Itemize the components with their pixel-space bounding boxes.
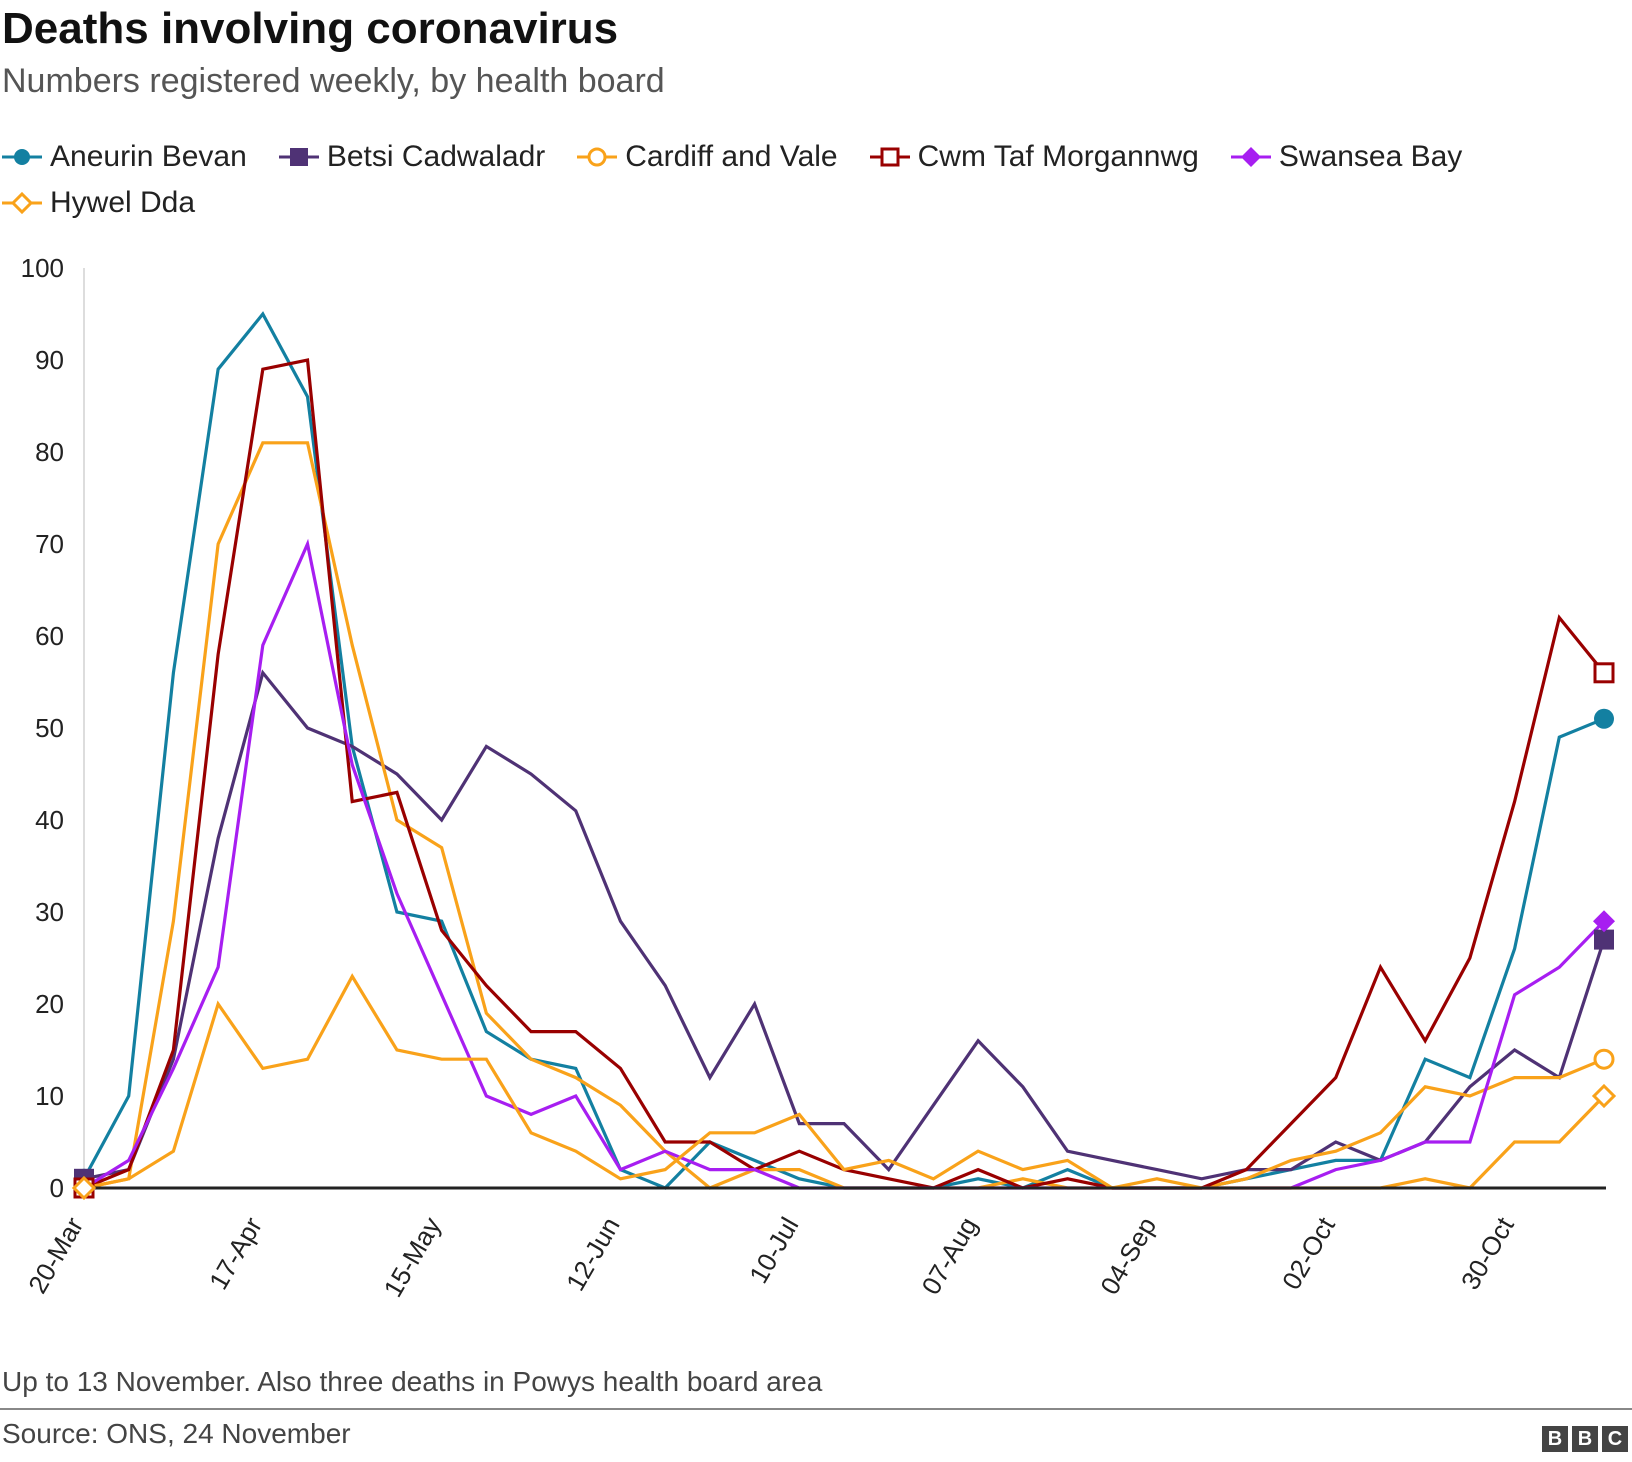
chart-subtitle: Numbers registered weekly, by health boa… (2, 62, 665, 100)
y-tick-label: 100 (21, 253, 64, 283)
point-marker (1593, 910, 1615, 933)
legend-marker-diamond-filled-icon (1230, 147, 1271, 167)
y-tick-label: 40 (35, 805, 64, 835)
point-marker (1594, 708, 1614, 729)
chart-note: Up to 13 November. Also three deaths in … (2, 1366, 823, 1397)
chart-source: Source: ONS, 24 November (2, 1418, 351, 1449)
x-tick-label: 04-Sep (1094, 1212, 1162, 1300)
y-tick-label: 70 (35, 529, 64, 559)
x-tick-label: 30-Oct (1455, 1211, 1520, 1294)
series-line-swansea-bay (83, 538, 1606, 1190)
x-tick-label: 12-Jun (560, 1212, 626, 1296)
y-tick-label: 20 (35, 989, 64, 1019)
series-line-betsi-cadwaladr (83, 669, 1606, 1181)
legend-marker-diamond-open-icon (2, 191, 42, 215)
point-marker (1594, 929, 1614, 950)
legend-row-1: Aneurin Bevan Betsi Cadwaladr Cardiff an… (2, 134, 1622, 180)
legend-item-betsi-cadwaladr[interactable]: Betsi Cadwaladr (278, 140, 546, 174)
y-tick-label: 10 (35, 1081, 64, 1111)
legend-marker-circle-filled-icon (2, 149, 42, 165)
bbc-logo-letter: C (1602, 1426, 1628, 1452)
series-line-aneurin-bevan (82, 311, 1605, 1190)
legend-marker-circle-open-icon (577, 147, 618, 167)
y-tick-label: 80 (35, 437, 64, 467)
legend-item-cardiff-and-vale[interactable]: Cardiff and Vale (577, 140, 838, 174)
y-tick-label: 0 (50, 1173, 64, 1203)
legend-label: Aneurin Bevan (50, 140, 247, 173)
legend-label: Cardiff and Vale (625, 140, 838, 173)
point-marker (1591, 1083, 1617, 1109)
legend: Aneurin Bevan Betsi Cadwaladr Cardiff an… (2, 134, 1622, 226)
x-tick-label: 02-Oct (1276, 1211, 1341, 1294)
legend-marker-square-open-icon (869, 147, 910, 167)
series-line-hywel-dda (83, 973, 1606, 1190)
series-line-cardiff-and-vale (83, 441, 1605, 1190)
footer-divider (0, 1408, 1632, 1410)
point-marker (1593, 1048, 1615, 1070)
x-tick-label: 10-Jul (743, 1212, 804, 1288)
y-tick-label: 60 (35, 621, 64, 651)
bbc-logo-letter: B (1542, 1426, 1568, 1452)
legend-item-hywel-dda[interactable]: Hywel Dda (2, 186, 195, 220)
legend-label: Hywel Dda (50, 186, 196, 219)
series-line-cwm-taf-morgannwg (83, 358, 1606, 1190)
bbc-logo-letter: B (1572, 1426, 1598, 1452)
legend-row-2: Hywel Dda (2, 180, 1622, 226)
legend-item-swansea-bay[interactable]: Swansea Bay (1230, 140, 1463, 174)
legend-label: Cwm Taf Morgannwg (917, 140, 1199, 173)
legend-item-cwm-taf-morgannwg[interactable]: Cwm Taf Morgannwg (869, 140, 1199, 174)
bbc-logo: B B C (1538, 1426, 1628, 1452)
chart-title: Deaths involving coronavirus (2, 4, 619, 53)
line-chart: 0 10 20 30 40 50 60 70 80 90 100 20-Mar 17-Apr 15-May… (21, 253, 1617, 1302)
y-tick-label: 50 (35, 713, 64, 743)
legend-label: Betsi Cadwaladr (326, 140, 546, 173)
x-tick-label: 15-May (378, 1212, 447, 1302)
point-marker (71, 1175, 97, 1201)
x-tick-label: 17-Apr (203, 1212, 268, 1295)
legend-label: Swansea Bay (1278, 140, 1463, 173)
point-marker (1593, 662, 1615, 684)
legend-item-aneurin-bevan[interactable]: Aneurin Bevan (2, 140, 247, 174)
legend-marker-square-filled-icon (278, 148, 319, 166)
x-tick-label: 07-Aug (915, 1212, 983, 1300)
y-tick-label: 30 (35, 897, 64, 927)
x-tick-label: 20-Mar (22, 1212, 89, 1299)
y-tick-label: 90 (35, 345, 64, 375)
